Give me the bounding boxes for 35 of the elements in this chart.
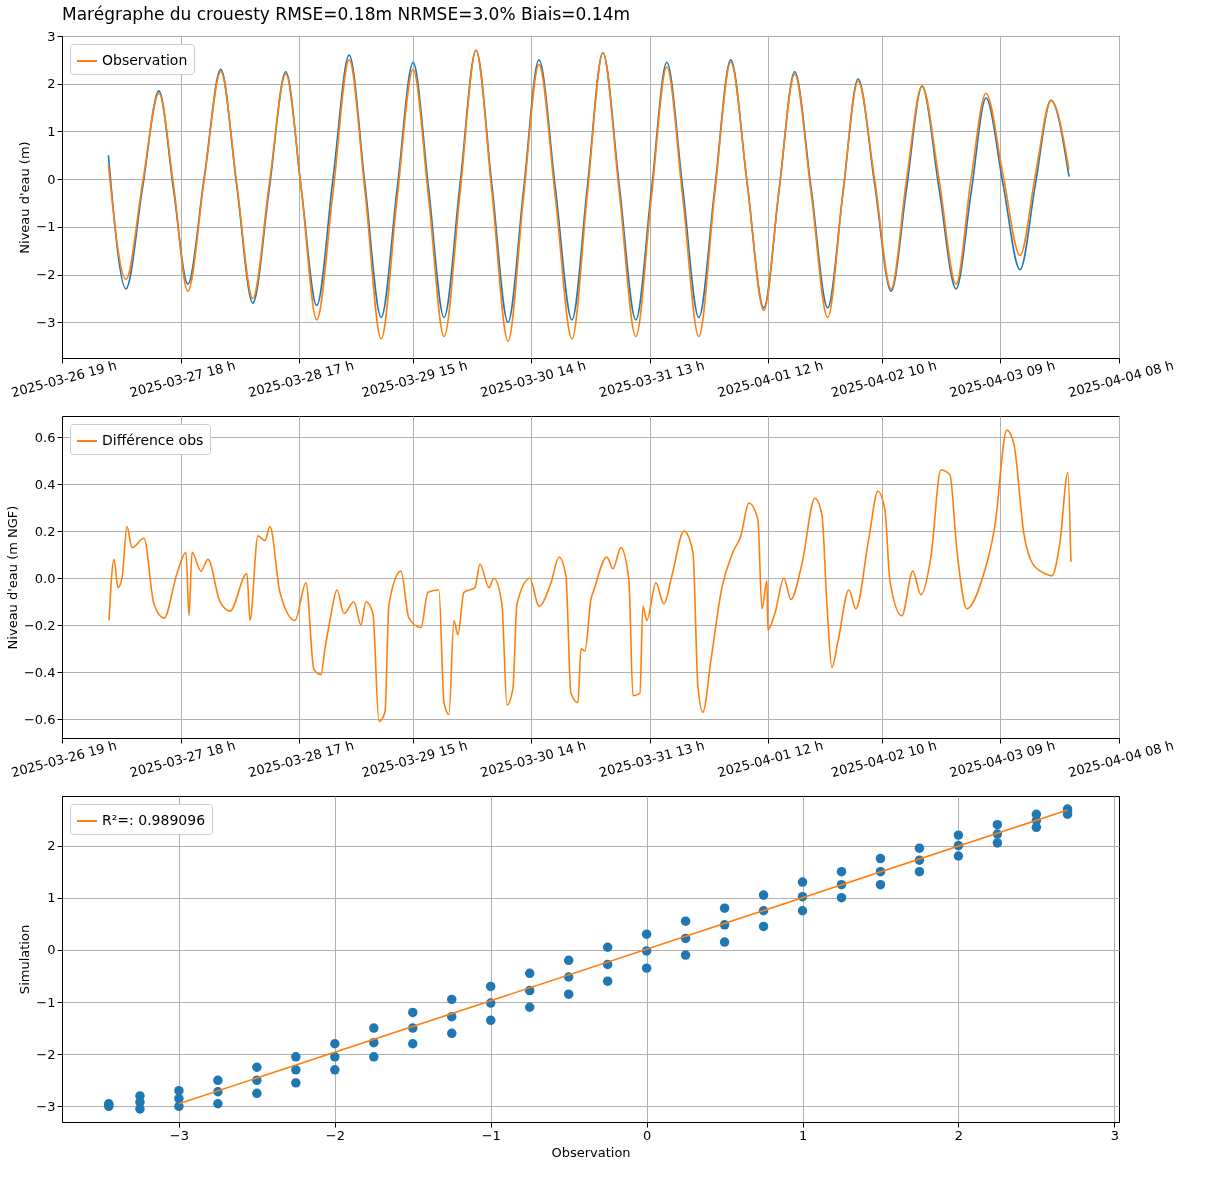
y-tick-label: 0.2 <box>34 523 56 539</box>
y-tick-label: 2 <box>47 838 56 854</box>
y-tick-label: −2 <box>36 267 56 283</box>
y-tick-label: −0.2 <box>23 617 56 633</box>
y-axis-title: Niveau d'eau (m) <box>17 141 33 254</box>
x-tick-label: 0 <box>642 1127 652 1143</box>
y-tick-label: 0 <box>47 171 56 187</box>
x-tick-label: −3 <box>169 1127 190 1143</box>
chart-title: Marégraphe du crouesty RMSE=0.18m NRMSE=3.0% Biais=0.14m <box>62 4 631 24</box>
x-axis-title: Observation <box>551 1144 631 1160</box>
y-tick-label: −3 <box>36 1098 56 1114</box>
y-tick-label: 0 <box>47 942 56 958</box>
y-axis-title: Simulation <box>17 924 33 995</box>
y-tick-label: 1 <box>47 890 56 906</box>
y-tick-label: 1 <box>47 123 56 139</box>
legend-label: Différence obs <box>102 432 204 448</box>
y-axis-title: Niveau d'eau (m NGF) <box>4 505 20 650</box>
y-tick-label: 0.4 <box>34 476 56 492</box>
y-tick-label: 2 <box>47 76 56 92</box>
x-tick-label: −2 <box>325 1127 345 1143</box>
y-tick-label: 3 <box>47 28 56 44</box>
x-tick-label: 1 <box>798 1127 808 1143</box>
y-tick-label: −0.6 <box>23 711 56 727</box>
y-tick-label: 0.0 <box>34 570 56 586</box>
legend-label: Observation <box>102 52 188 68</box>
x-tick-label: −1 <box>481 1127 501 1143</box>
x-tick-label: 2 <box>954 1127 964 1143</box>
y-tick-label: 0.6 <box>34 429 56 445</box>
y-tick-label: −3 <box>36 314 56 330</box>
y-tick-label: −1 <box>36 994 56 1010</box>
y-tick-label: −1 <box>36 219 56 235</box>
y-tick-label: −2 <box>36 1046 56 1062</box>
y-tick-label: −0.4 <box>23 664 56 680</box>
legend-label: R²=: 0.989096 <box>102 812 206 828</box>
x-tick-label: 3 <box>1110 1127 1119 1143</box>
